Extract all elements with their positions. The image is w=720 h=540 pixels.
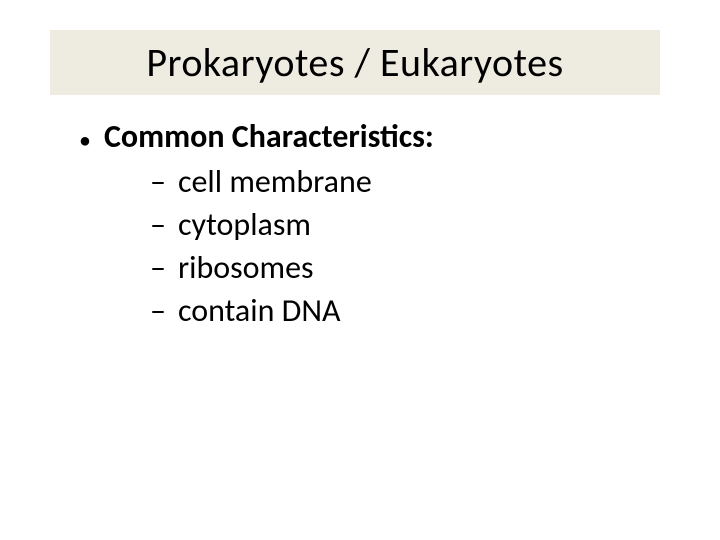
dash-icon: –: [150, 160, 166, 203]
sub-item-text: cell membrane: [178, 160, 372, 203]
list-item: – cell membrane: [150, 160, 670, 203]
dash-icon: –: [150, 203, 166, 246]
list-item: – contain DNA: [150, 289, 670, 332]
dash-icon: –: [150, 289, 166, 332]
heading-item: • Common Characteristics:: [80, 115, 670, 160]
heading-text: Common Characteristics:: [104, 115, 434, 160]
list-item: – ribosomes: [150, 246, 670, 289]
dash-icon: –: [150, 246, 166, 289]
bullet-icon: •: [80, 123, 90, 159]
sub-item-text: contain DNA: [178, 289, 341, 332]
slide-title: Prokaryotes / Eukaryotes: [70, 38, 640, 87]
sub-item-text: ribosomes: [178, 246, 314, 289]
title-bar: Prokaryotes / Eukaryotes: [50, 30, 660, 95]
list-item: – cytoplasm: [150, 203, 670, 246]
sub-item-text: cytoplasm: [178, 203, 311, 246]
slide-container: Prokaryotes / Eukaryotes • Common Charac…: [0, 0, 720, 540]
sub-list: – cell membrane – cytoplasm – ribosomes …: [80, 160, 670, 333]
content-area: • Common Characteristics: – cell membran…: [50, 115, 670, 333]
